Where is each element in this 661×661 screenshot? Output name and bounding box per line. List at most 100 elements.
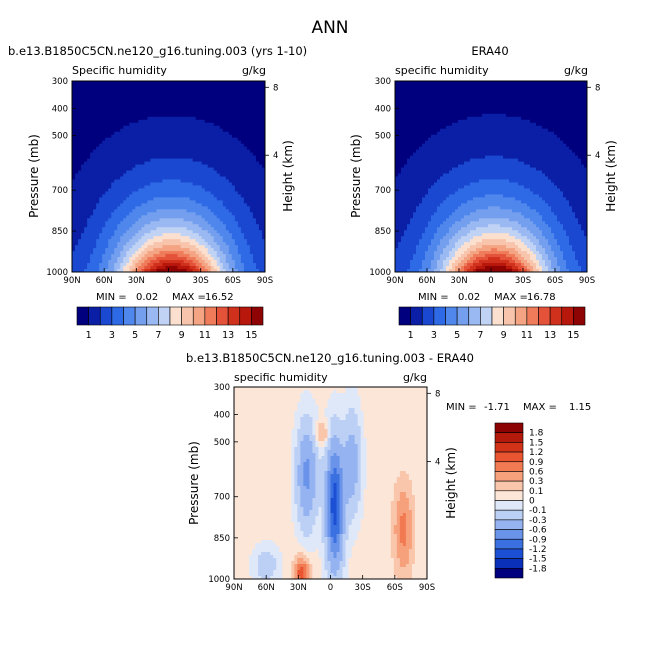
contour-cell bbox=[252, 92, 257, 97]
contour-cell bbox=[72, 218, 76, 222]
contour-cell bbox=[572, 95, 576, 100]
contour-cell bbox=[171, 182, 176, 187]
contour-cell bbox=[446, 83, 450, 88]
contour-cell bbox=[440, 86, 444, 91]
contour-cell bbox=[180, 98, 185, 103]
contour-cell bbox=[84, 158, 88, 163]
contour-cell bbox=[527, 107, 531, 112]
contour-cell bbox=[114, 143, 118, 148]
contour-cell bbox=[72, 173, 76, 178]
contour-cell bbox=[201, 101, 206, 106]
contour-cell bbox=[96, 233, 100, 237]
contour-cell bbox=[219, 89, 224, 94]
contour-cell bbox=[240, 185, 245, 190]
contour-cell bbox=[536, 83, 540, 88]
contour-cell bbox=[72, 263, 76, 267]
contour-cell bbox=[189, 170, 194, 175]
contour-cell bbox=[584, 86, 587, 91]
contour-cell bbox=[252, 218, 257, 222]
contour-cell bbox=[222, 176, 227, 181]
contour-cell bbox=[527, 81, 531, 85]
contour-cell bbox=[165, 254, 170, 258]
contour-cell bbox=[150, 140, 155, 145]
contour-cell bbox=[180, 269, 185, 272]
contour-cell bbox=[189, 146, 194, 151]
contour-cell bbox=[192, 188, 197, 193]
contour-cell bbox=[90, 194, 94, 198]
contour-cell bbox=[258, 269, 263, 272]
contour-cell bbox=[539, 83, 543, 88]
colorbar-swatch bbox=[99, 306, 113, 326]
contour-cell bbox=[150, 89, 155, 94]
contour-cell bbox=[87, 152, 91, 157]
contour-cell bbox=[258, 92, 263, 97]
contour-cell bbox=[237, 263, 242, 267]
contour-cell bbox=[509, 107, 513, 112]
contour-cell bbox=[90, 92, 94, 97]
contour-cell bbox=[162, 119, 167, 124]
contour-cell bbox=[228, 176, 233, 181]
contour-cell bbox=[177, 104, 182, 109]
contour-cell bbox=[96, 248, 100, 252]
contour-cell bbox=[87, 116, 91, 121]
contour-cell bbox=[87, 167, 91, 172]
contour-cell bbox=[431, 89, 435, 94]
contour-cell bbox=[123, 263, 127, 267]
contour-cell bbox=[243, 146, 248, 151]
contour-cell bbox=[114, 146, 118, 151]
contour-cell bbox=[93, 266, 97, 270]
contour-cell bbox=[231, 185, 236, 190]
contour-cell bbox=[581, 101, 585, 106]
contour-cell bbox=[261, 122, 265, 127]
contour-cell bbox=[123, 254, 127, 258]
contour-cell bbox=[171, 89, 176, 94]
contour-cell bbox=[177, 263, 182, 267]
contour-cell bbox=[198, 197, 203, 201]
contour-cell bbox=[246, 119, 251, 124]
contour-cell bbox=[222, 119, 227, 124]
contour-cell bbox=[126, 188, 130, 193]
contour-cell bbox=[171, 194, 176, 198]
contour-cell bbox=[81, 212, 85, 216]
contour-cell bbox=[189, 239, 194, 243]
contour-cell bbox=[84, 185, 88, 190]
contour-cell bbox=[93, 92, 97, 97]
contour-cell bbox=[177, 197, 182, 201]
contour-cell bbox=[102, 170, 106, 175]
contour-cell bbox=[207, 257, 212, 261]
contour-cell bbox=[147, 104, 152, 109]
contour-cell bbox=[159, 128, 164, 133]
contour-cell bbox=[111, 218, 115, 222]
contour-cell bbox=[153, 182, 158, 187]
contour-cell bbox=[237, 140, 242, 145]
contour-cell bbox=[207, 81, 212, 85]
contour-cell bbox=[219, 224, 224, 228]
contour-cell bbox=[126, 209, 130, 213]
contour-cell bbox=[240, 200, 245, 204]
contour-cell bbox=[108, 197, 112, 201]
contour-cell bbox=[180, 116, 185, 121]
contour-cell bbox=[527, 113, 531, 118]
contour-cell bbox=[90, 89, 94, 94]
contour-cell bbox=[138, 158, 142, 163]
contour-cell bbox=[237, 134, 242, 139]
contour-cell bbox=[108, 107, 112, 112]
contour-cell bbox=[75, 194, 79, 198]
contour-cell bbox=[201, 200, 206, 204]
contour-cell bbox=[207, 143, 212, 148]
contour-cell bbox=[126, 95, 130, 100]
contour-cell bbox=[126, 164, 130, 169]
contour-cell bbox=[186, 221, 191, 225]
contour-cell bbox=[189, 185, 194, 190]
contour-cell bbox=[90, 104, 94, 109]
contour-cell bbox=[96, 242, 100, 246]
contour-cell bbox=[240, 197, 245, 201]
contour-cell bbox=[228, 182, 233, 187]
contour-cell bbox=[174, 161, 179, 166]
contour-cell bbox=[117, 188, 121, 193]
contour-cell bbox=[258, 140, 263, 145]
contour-cell bbox=[150, 92, 155, 97]
contour-cell bbox=[249, 209, 254, 213]
contour-cell bbox=[252, 224, 257, 228]
